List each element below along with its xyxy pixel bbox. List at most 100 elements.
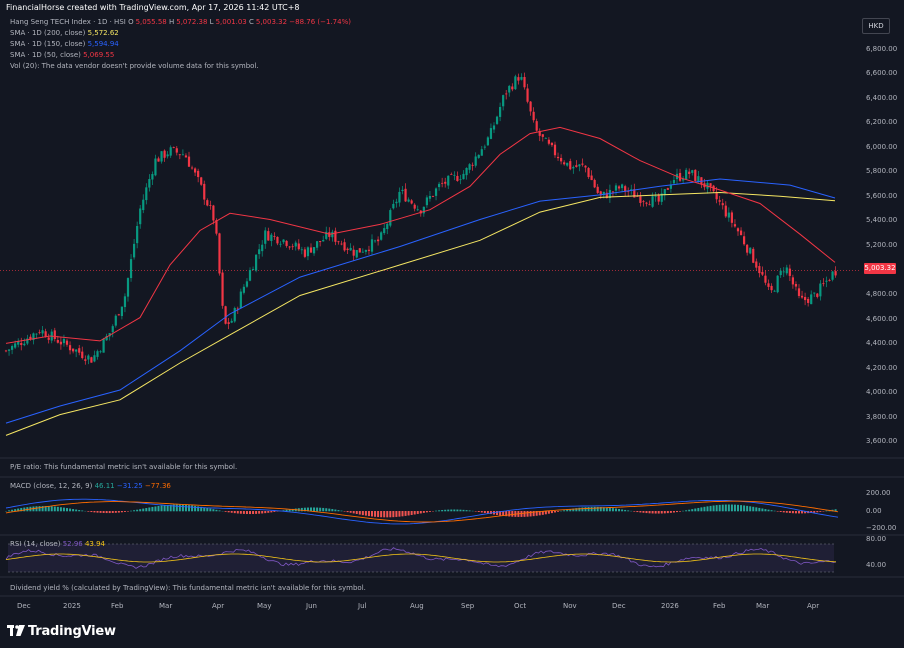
candle-body	[407, 199, 410, 202]
macd-histogram-bar	[550, 511, 553, 514]
macd-histogram-bar	[529, 511, 532, 517]
macd-histogram-bar	[645, 511, 648, 514]
macd-histogram-bar	[450, 509, 453, 512]
candle-body	[529, 101, 532, 112]
macd-histogram-bar	[669, 511, 672, 513]
sma150-label: SMA · 1D (150, close)	[10, 40, 86, 48]
candle-body	[709, 183, 712, 187]
macd-histogram-bar	[230, 511, 233, 513]
macd-histogram-bar	[364, 511, 367, 516]
macd-histogram-bar	[154, 506, 157, 512]
macd-histogram-bar	[352, 511, 355, 514]
macd-histogram-bar	[483, 511, 486, 513]
candle-body	[727, 212, 730, 218]
candle-body	[602, 191, 605, 196]
macd-histogram-bar	[776, 511, 779, 512]
macd-histogram-bar	[615, 508, 617, 512]
candle-body	[569, 161, 572, 170]
chart-canvas[interactable]	[0, 14, 904, 614]
macd-histogram-bar	[749, 506, 752, 512]
macd-histogram-bar	[325, 508, 328, 512]
time-axis-label: Apr	[212, 602, 225, 610]
candle-body	[657, 194, 660, 202]
macd-histogram-bar	[261, 511, 264, 514]
macd-histogram-bar	[44, 506, 47, 512]
time-axis-label: Nov	[563, 602, 577, 610]
candle-body	[614, 185, 618, 191]
macd-histogram-bar	[343, 511, 346, 512]
candle-body	[4, 350, 8, 352]
candle-body	[117, 314, 120, 316]
candle-body	[352, 249, 355, 256]
macd-histogram-bar	[569, 509, 572, 512]
macd-histogram-bar	[175, 504, 178, 512]
macd-histogram-bar	[227, 511, 230, 513]
candle-body	[587, 168, 590, 178]
macd-histogram-bar	[688, 509, 691, 512]
candle-body	[779, 270, 782, 276]
candle-body	[139, 208, 142, 225]
close-value: 5,003.32	[255, 18, 288, 26]
macd-histogram-bar	[160, 505, 163, 512]
macd-histogram-bar	[428, 511, 431, 512]
macd-histogram-bar	[145, 508, 148, 512]
candle-body	[633, 189, 636, 198]
candle-body	[53, 330, 56, 340]
candle-body	[282, 239, 285, 243]
macd-histogram-bar	[459, 509, 462, 512]
price-axis-label: 6,000.00	[866, 143, 898, 151]
candle-body	[810, 294, 813, 305]
macd-histogram-bar	[642, 511, 645, 513]
candle-body	[413, 204, 416, 209]
macd-histogram-bar	[489, 511, 492, 515]
tradingview-logo[interactable]: TradingView	[7, 624, 116, 639]
time-axis-label: Mar	[159, 602, 173, 610]
macd-histogram-bar	[355, 511, 358, 514]
macd-histogram-bar	[639, 511, 642, 513]
candle-body	[825, 280, 828, 282]
macd-histogram-bar	[676, 511, 678, 513]
candle-body	[828, 280, 831, 281]
macd-histogram-bar	[346, 511, 349, 513]
macd-histogram-bar	[505, 511, 508, 517]
candle-body	[62, 338, 66, 344]
candle-body	[550, 142, 554, 146]
macd-histogram-bar	[349, 511, 352, 513]
macd-histogram-bar	[523, 511, 526, 517]
macd-histogram-bar	[139, 509, 142, 512]
candle-body	[682, 179, 685, 181]
candle-body	[316, 241, 319, 248]
currency-button[interactable]: HKD	[862, 18, 890, 34]
macd-histogram-bar	[108, 511, 111, 514]
volume-note: Vol (20): The data vendor doesn't provid…	[10, 62, 259, 70]
candle-body	[794, 283, 798, 287]
price-axis-label: 4,400.00	[866, 339, 898, 347]
candle-body	[624, 186, 627, 192]
candle-body	[145, 187, 148, 201]
macd-histogram-bar	[252, 511, 255, 515]
candle-body	[782, 271, 785, 273]
macd-histogram-bar	[377, 511, 380, 518]
macd-histogram-bar	[770, 510, 773, 512]
macd-histogram-bar	[8, 510, 11, 512]
macd-histogram-bar	[194, 505, 197, 512]
macd-histogram-bar	[477, 511, 480, 512]
macd-histogram-bar	[563, 510, 566, 512]
macd-histogram-bar	[389, 511, 392, 518]
candle-body	[261, 244, 264, 252]
candle-body	[410, 200, 413, 204]
macd-histogram-bar	[191, 505, 194, 512]
candle-body	[691, 170, 694, 173]
candle-body	[291, 246, 294, 248]
candle-body	[736, 228, 740, 232]
candle-body	[688, 171, 691, 175]
candle-body	[273, 236, 276, 237]
candle-body	[102, 338, 105, 353]
candle-body	[178, 154, 181, 156]
macd-axis-label: 200.00	[866, 489, 891, 497]
macd-histogram-bar	[764, 509, 767, 512]
pe-panel-label: P/E ratio: This fundamental metric isn't…	[10, 463, 238, 471]
candle-body	[532, 111, 535, 121]
macd-histogram-bar	[438, 510, 441, 512]
candle-body	[819, 283, 822, 297]
